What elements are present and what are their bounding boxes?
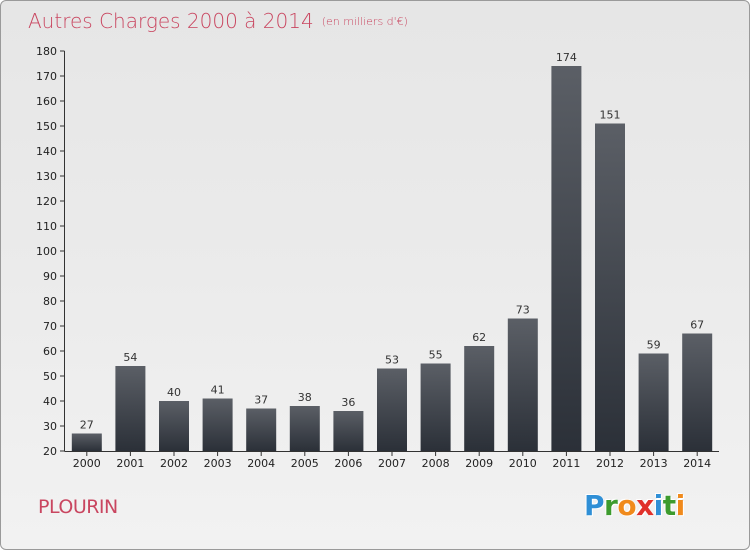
- bar: [246, 408, 277, 451]
- proxiti-logo: Proxiti: [584, 489, 685, 522]
- bar-value-label: 59: [647, 339, 661, 352]
- bar: [115, 366, 146, 451]
- bar: [551, 66, 582, 451]
- y-tick-label: 80: [43, 295, 57, 308]
- chart-subtitle: (en milliers d'€): [321, 15, 408, 28]
- y-tick-label: 40: [43, 395, 57, 408]
- bar-value-label: 62: [472, 331, 486, 344]
- y-tick-label: 60: [43, 345, 57, 358]
- bar: [595, 123, 625, 451]
- y-tick-label: 150: [36, 120, 57, 133]
- bar-value-label: 73: [516, 304, 530, 317]
- x-tick-label: 2006: [334, 457, 362, 470]
- chart-title: Autres Charges 2000 à 2014 (en milliers d…: [28, 9, 408, 33]
- logo-letter: i: [653, 489, 664, 522]
- bar: [159, 401, 189, 451]
- bar-value-label: 67: [690, 319, 704, 332]
- x-tick-label: 2008: [422, 457, 450, 470]
- bar: [377, 368, 407, 451]
- bar: [202, 398, 233, 451]
- bar: [464, 346, 495, 451]
- logo-letter: t: [662, 489, 676, 522]
- logo-letter: r: [604, 489, 618, 522]
- logo-letter: i: [675, 489, 686, 522]
- bar-value-label: 36: [341, 396, 355, 409]
- bar: [638, 353, 669, 451]
- x-tick-label: 2009: [465, 457, 493, 470]
- bar-value-label: 53: [385, 354, 399, 367]
- logo-letter: x: [636, 489, 654, 522]
- value-labels: 27 54 40 41 37 38 36 53 55 62 73 174 151 59 67: [80, 51, 704, 432]
- bar-value-label: 55: [429, 349, 443, 362]
- x-tick-label: 2005: [291, 457, 319, 470]
- x-tick-label: 2002: [160, 457, 188, 470]
- x-tick-label: 2010: [509, 457, 537, 470]
- x-tick-label: 2013: [640, 457, 668, 470]
- y-tick-label: 100: [36, 245, 57, 258]
- bar: [682, 333, 713, 451]
- x-tick-label: 2004: [247, 457, 275, 470]
- y-tick-label: 180: [36, 45, 57, 58]
- bar-value-label: 40: [167, 386, 181, 399]
- x-tick-label: 2012: [596, 457, 624, 470]
- logo-letter: P: [584, 489, 605, 522]
- bar-value-label: 37: [254, 394, 268, 407]
- bar-value-label: 174: [556, 51, 577, 64]
- chart-title-text: Autres Charges 2000 à 2014: [28, 9, 314, 33]
- axes: 20 30 40 50 60 70 80 90 100 110 120 130 140 150 160 170…: [36, 45, 719, 470]
- bar: [420, 363, 451, 451]
- bar: [507, 318, 538, 451]
- x-tick-label: 2011: [552, 457, 580, 470]
- bars: [71, 66, 713, 451]
- logo-letter: o: [617, 489, 637, 522]
- y-tick-label: 130: [36, 170, 57, 183]
- bar: [333, 411, 364, 451]
- x-tick-label: 2007: [378, 457, 406, 470]
- y-tick-label: 170: [36, 70, 57, 83]
- bar-value-label: 38: [298, 391, 312, 404]
- x-tick-label: 2003: [204, 457, 232, 470]
- x-tick-label: 2014: [683, 457, 711, 470]
- bar: [289, 406, 320, 451]
- y-tick-label: 140: [36, 145, 57, 158]
- y-tick-label: 90: [43, 270, 57, 283]
- y-tick-label: 20: [43, 445, 57, 458]
- y-tick-label: 50: [43, 370, 57, 383]
- y-tick-label: 110: [36, 220, 57, 233]
- town-name: PLOURIN: [38, 496, 118, 518]
- bar-value-label: 54: [123, 351, 137, 364]
- y-tick-label: 30: [43, 420, 57, 433]
- bar-value-label: 27: [80, 419, 94, 432]
- x-tick-label: 2001: [116, 457, 144, 470]
- y-tick-label: 120: [36, 195, 57, 208]
- y-tick-label: 160: [36, 95, 57, 108]
- bar: [71, 433, 102, 451]
- bar-value-label: 41: [211, 384, 225, 397]
- bar-value-label: 151: [600, 109, 621, 122]
- x-tick-label: 2000: [73, 457, 101, 470]
- y-tick-label: 70: [43, 320, 57, 333]
